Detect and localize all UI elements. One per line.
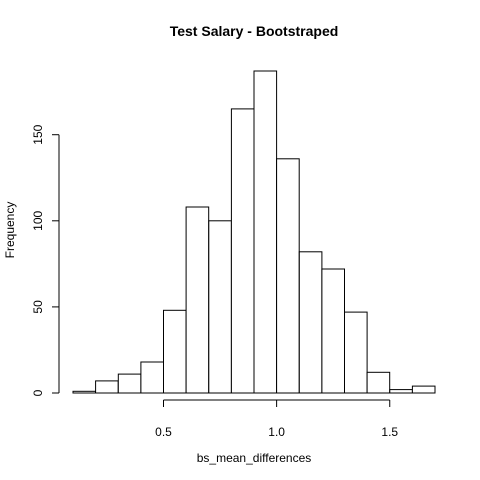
histogram-bar <box>253 70 278 394</box>
y-tick-label: 150 <box>31 124 45 144</box>
x-tick-label: 1.5 <box>381 425 398 439</box>
y-tick-label: 0 <box>31 389 45 396</box>
x-axis-label: bs_mean_differences <box>197 451 312 465</box>
y-axis-label: Frequency <box>3 202 17 259</box>
bars-group <box>72 70 436 394</box>
x-tick-label: 1.0 <box>268 425 285 439</box>
histogram-bar <box>389 389 413 394</box>
histogram-bar <box>298 251 323 394</box>
histogram-bar <box>344 311 368 394</box>
x-axis: 0.5 1.0 1.5 <box>155 399 398 439</box>
histogram-bar <box>208 220 232 394</box>
histogram-bar <box>117 373 142 394</box>
histogram-bar <box>321 268 345 394</box>
histogram-bar <box>72 390 97 394</box>
histogram-bar <box>276 158 300 394</box>
y-tick-label: 50 <box>31 300 45 314</box>
histogram-bar <box>185 206 210 394</box>
histogram-bar <box>95 380 119 394</box>
histogram-bar <box>140 361 164 394</box>
histogram-bar <box>366 371 391 394</box>
y-axis: 0 50 100 150 <box>31 124 60 396</box>
histogram-bar <box>230 108 255 394</box>
x-tick-label: 0.5 <box>155 425 172 439</box>
histogram-bar <box>411 385 436 394</box>
chart-title: Test Salary - Bootstraped <box>170 23 339 39</box>
y-tick-label: 100 <box>31 210 45 230</box>
histogram-bar <box>163 309 187 394</box>
